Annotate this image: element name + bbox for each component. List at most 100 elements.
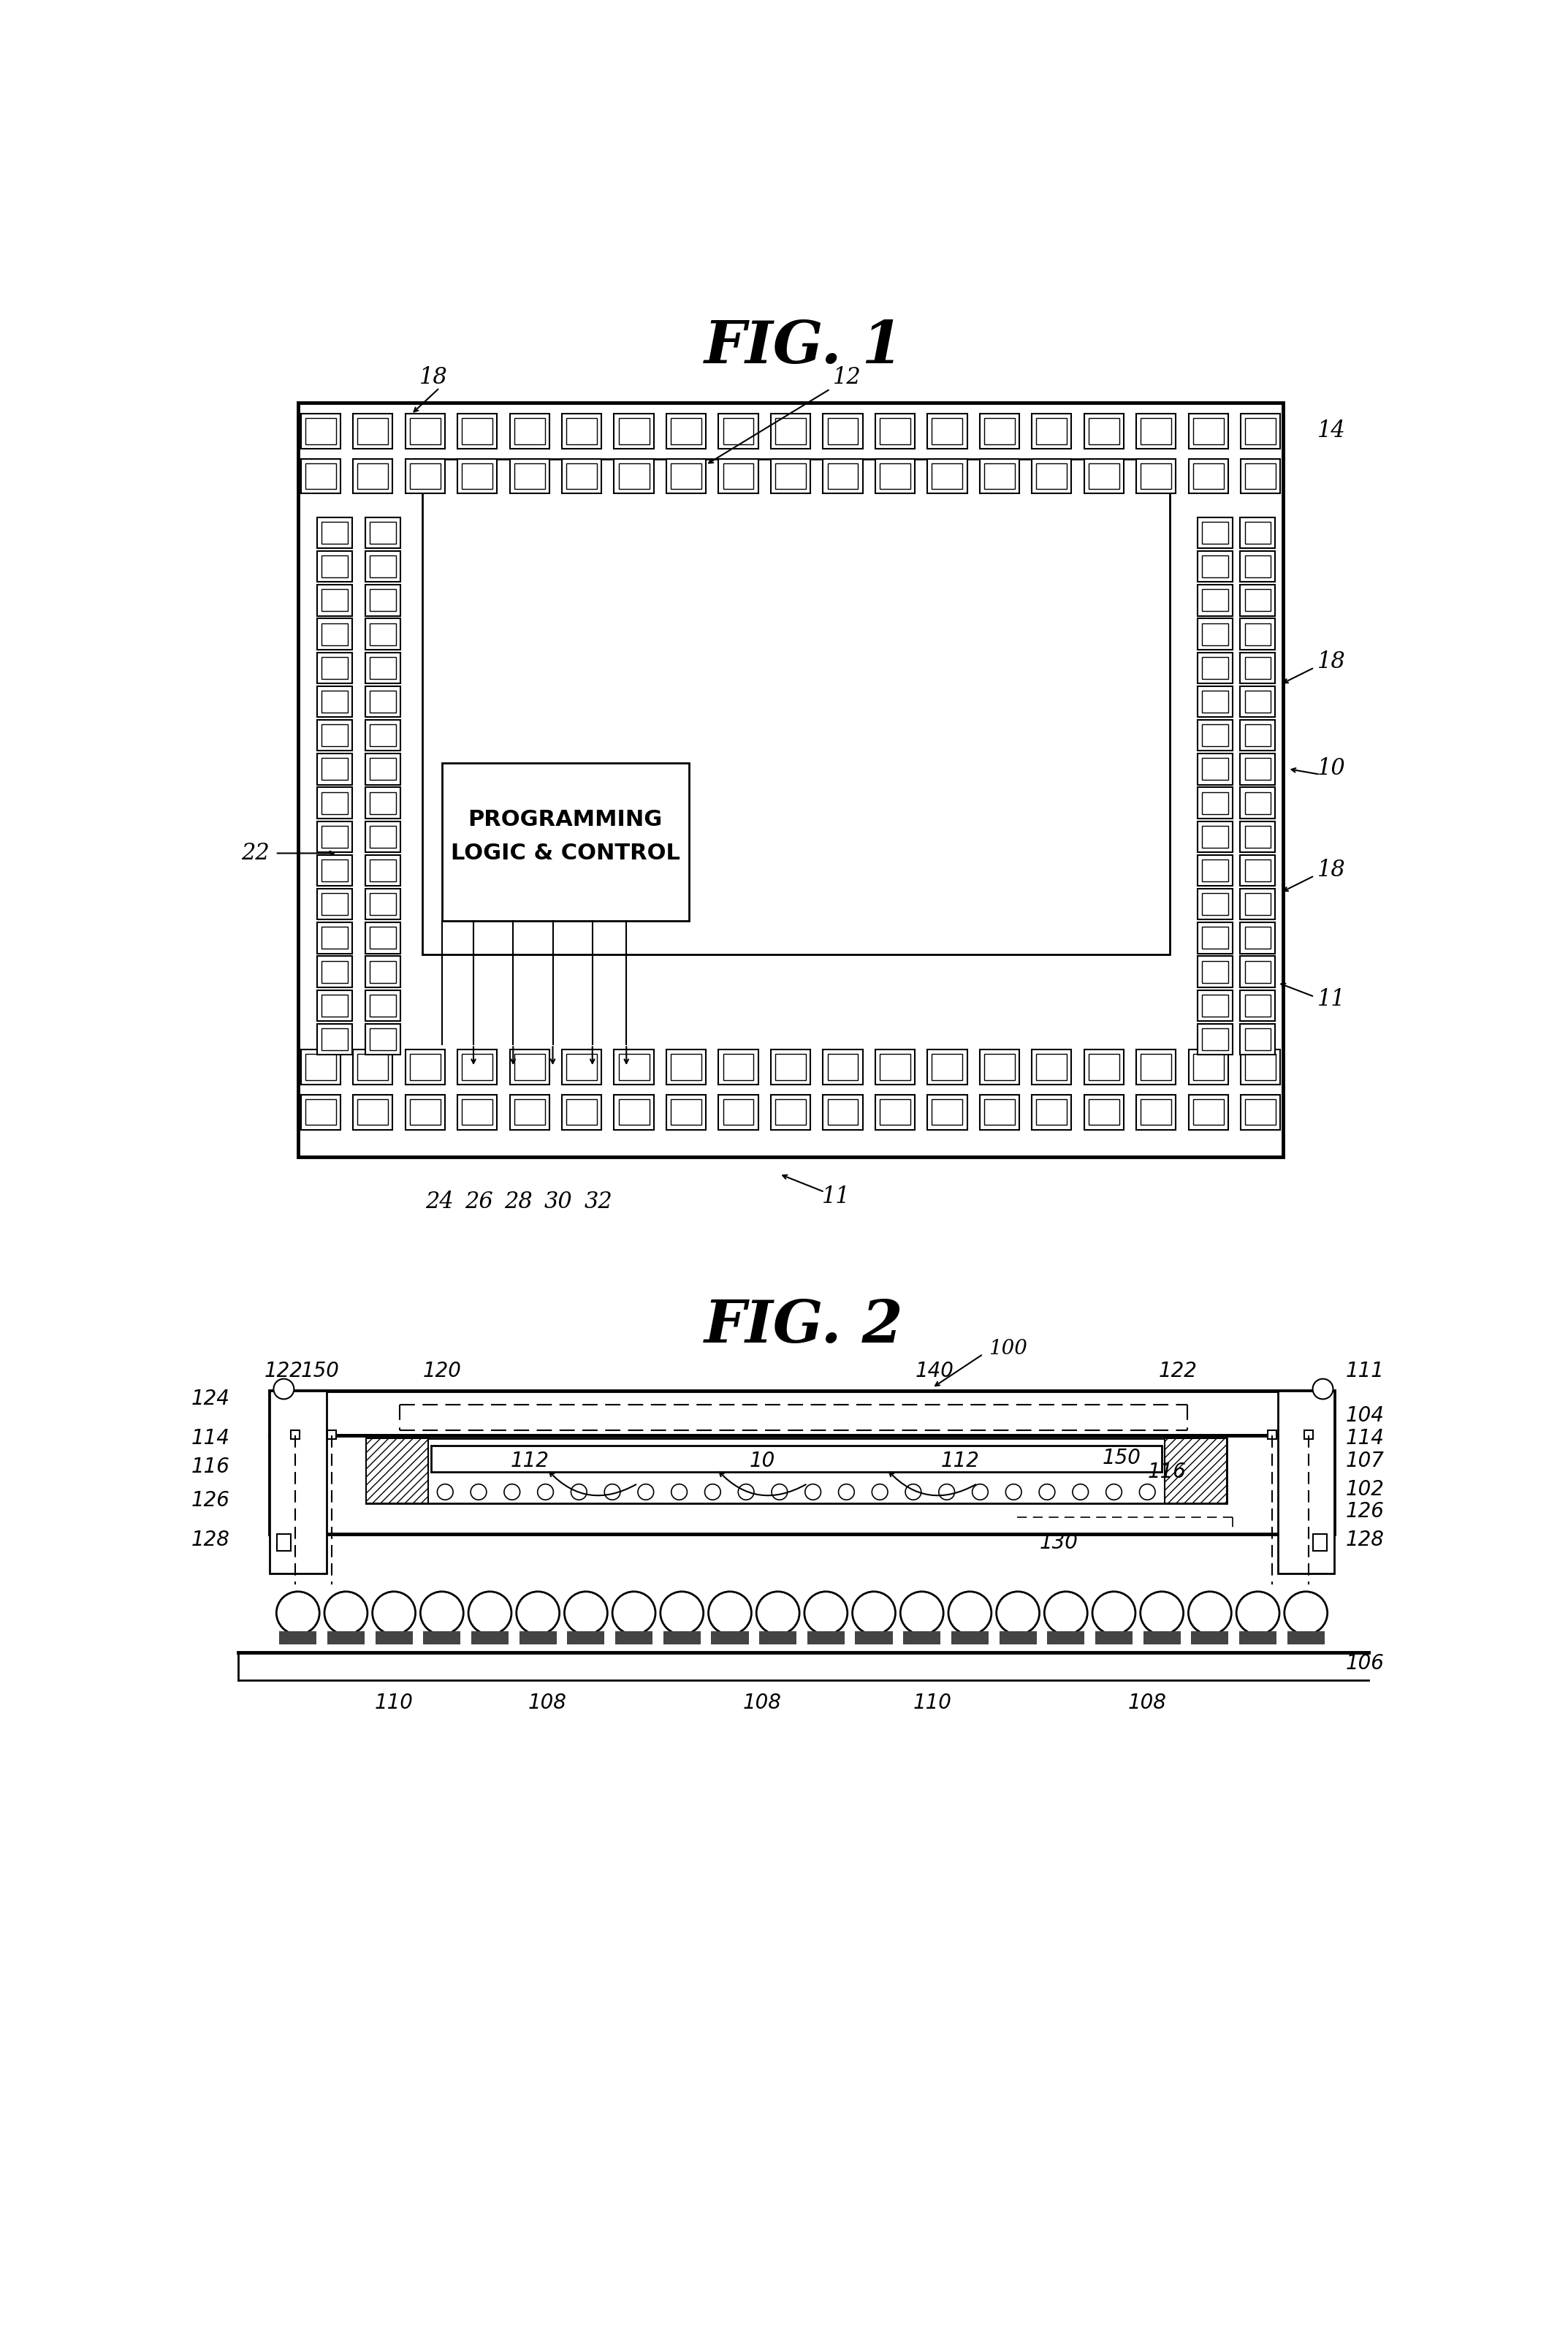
Bar [723, 419, 754, 444]
Bar [1245, 894, 1270, 915]
Circle shape [276, 1592, 320, 1634]
Text: 10: 10 [1317, 759, 1345, 780]
Bar [1198, 989, 1232, 1022]
Bar [1036, 463, 1066, 489]
Bar [771, 1049, 811, 1084]
Bar [1245, 521, 1270, 545]
Text: 128: 128 [1345, 1529, 1385, 1550]
Bar [568, 1631, 605, 1645]
Circle shape [604, 1485, 621, 1501]
Circle shape [709, 1592, 751, 1634]
Text: 24: 24 [425, 1191, 453, 1212]
Bar [1267, 1431, 1276, 1438]
Bar [423, 1631, 461, 1645]
Bar [370, 1029, 395, 1049]
Bar [985, 419, 1014, 444]
Bar [1198, 719, 1232, 752]
Text: 122: 122 [1159, 1361, 1198, 1382]
Bar [1203, 691, 1228, 712]
Bar [663, 1631, 701, 1645]
Bar [771, 414, 811, 449]
Bar [1032, 414, 1071, 449]
Bar [615, 1094, 654, 1129]
Bar [980, 1049, 1019, 1084]
Bar [422, 458, 1170, 954]
Bar [321, 994, 348, 1017]
Bar [1203, 826, 1228, 847]
Bar [1240, 1094, 1281, 1129]
Bar [1278, 1392, 1334, 1573]
Bar [1240, 517, 1275, 549]
Bar [1189, 1049, 1228, 1084]
Bar [671, 1098, 701, 1124]
Bar [370, 656, 395, 679]
Bar [1083, 1094, 1124, 1129]
Bar [365, 854, 400, 887]
Bar [671, 463, 701, 489]
Bar [370, 859, 395, 882]
Circle shape [839, 1485, 855, 1501]
Text: 108: 108 [1127, 1692, 1167, 1713]
Bar [880, 1054, 911, 1080]
Bar [463, 1098, 492, 1124]
Bar [561, 414, 602, 449]
Circle shape [804, 1592, 847, 1634]
Bar [510, 1094, 549, 1129]
Bar [365, 686, 400, 717]
Bar [365, 889, 400, 919]
Bar [365, 551, 400, 582]
Circle shape [939, 1485, 955, 1501]
Bar [370, 961, 395, 982]
Bar [718, 414, 759, 449]
Bar [1198, 619, 1232, 649]
Circle shape [516, 1592, 560, 1634]
Bar [431, 1445, 1162, 1473]
Bar [927, 1049, 967, 1084]
Bar [1305, 1431, 1314, 1438]
Text: 18: 18 [1317, 859, 1345, 882]
Bar [1032, 1094, 1071, 1129]
Bar [1032, 458, 1071, 493]
Bar [317, 686, 353, 717]
Bar [718, 1094, 759, 1129]
Text: 106: 106 [1345, 1654, 1385, 1673]
Bar [321, 691, 348, 712]
Bar [980, 1094, 1019, 1129]
Bar [927, 414, 967, 449]
Text: 124: 124 [191, 1389, 230, 1410]
Bar [365, 1438, 1226, 1503]
Text: 111: 111 [1345, 1361, 1385, 1382]
Text: 32: 32 [583, 1191, 612, 1212]
Bar [463, 463, 492, 489]
Circle shape [469, 1592, 511, 1634]
Bar [1240, 619, 1275, 649]
Bar [317, 754, 353, 784]
Bar [317, 1024, 353, 1054]
Circle shape [1140, 1592, 1184, 1634]
Bar [1245, 791, 1270, 814]
Bar [1203, 894, 1228, 915]
Bar [1088, 1054, 1120, 1080]
Bar [405, 1049, 445, 1084]
Bar [1198, 956, 1232, 987]
Bar [566, 1098, 597, 1124]
Text: 10: 10 [750, 1450, 775, 1471]
Bar [365, 1024, 400, 1054]
Bar [1193, 419, 1223, 444]
Bar [931, 1098, 963, 1124]
Circle shape [1312, 1380, 1333, 1399]
Text: 14: 14 [1317, 419, 1345, 442]
Bar [1189, 458, 1228, 493]
Bar [999, 1631, 1036, 1645]
Bar [771, 1094, 811, 1129]
Bar [1203, 589, 1228, 612]
Bar [365, 719, 400, 752]
Bar [519, 1631, 557, 1645]
Bar [1203, 556, 1228, 577]
Bar [1245, 724, 1270, 747]
Bar [1137, 414, 1176, 449]
Bar [1203, 791, 1228, 814]
Bar [985, 463, 1014, 489]
Bar [321, 859, 348, 882]
Bar [1142, 419, 1171, 444]
